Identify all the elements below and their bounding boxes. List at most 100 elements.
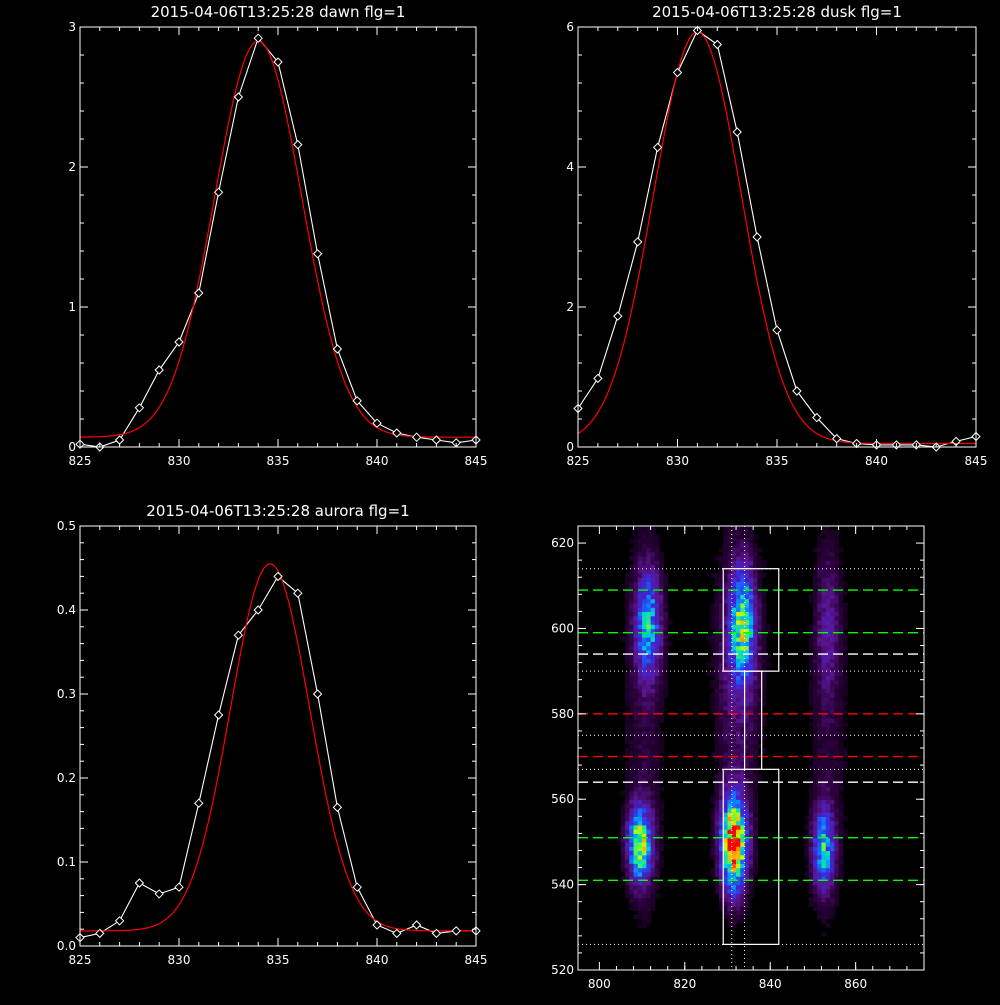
heatmap-cell — [731, 718, 737, 723]
heatmap-cell — [629, 829, 635, 834]
heatmap-cell — [838, 739, 844, 745]
heatmap-cell — [646, 683, 652, 689]
heatmap-cell — [736, 876, 741, 881]
heatmap-cell — [624, 581, 630, 587]
heatmap-cell — [714, 803, 720, 809]
heatmap-cell — [654, 662, 660, 668]
heatmap-cell — [633, 641, 639, 647]
heatmap-cell — [825, 923, 831, 928]
heatmap-cell — [740, 637, 746, 642]
heatmap-cell — [620, 812, 626, 817]
heatmap-cell — [727, 854, 733, 860]
heatmap-cell — [710, 654, 716, 659]
heatmap-cell — [710, 692, 716, 698]
heatmap-cell — [659, 619, 665, 625]
heatmap-cell — [834, 812, 840, 817]
heatmap-cell — [629, 841, 635, 847]
heatmap-cell — [817, 824, 823, 830]
heatmap-cell — [629, 888, 635, 894]
heatmap-cell — [744, 730, 750, 736]
heatmap-cell — [838, 743, 844, 749]
heatmap-cell — [757, 671, 763, 677]
heatmap-cell — [654, 790, 660, 796]
heatmap-cell — [727, 590, 733, 595]
heatmap-cell — [650, 594, 656, 600]
heatmap-cell — [748, 585, 754, 591]
heatmap-cell — [642, 833, 647, 839]
heatmap-cell — [736, 884, 741, 890]
heatmap-cell — [761, 619, 767, 625]
heatmap-cell — [650, 654, 656, 659]
heatmap-cell — [620, 876, 626, 881]
heatmap-cell — [727, 782, 733, 788]
heatmap-cell — [624, 829, 630, 834]
heatmap-cell — [838, 658, 844, 664]
heatmap-cell — [736, 799, 741, 805]
heatmap-cell — [624, 841, 630, 847]
heatmap-cell — [748, 820, 754, 826]
heatmap-cell — [650, 666, 656, 672]
heatmap-cell — [650, 867, 656, 873]
heatmap-cell — [659, 637, 665, 642]
heatmap-cell — [642, 773, 647, 779]
heatmap-cell — [808, 765, 814, 770]
heatmap-cell — [830, 538, 835, 544]
gaussian-fit-line — [577, 31, 976, 445]
heatmap-cell — [740, 654, 746, 659]
heatmap-cell — [731, 769, 737, 775]
heatmap-cell — [642, 803, 647, 809]
heatmap-cell — [727, 888, 733, 894]
heatmap-cell — [718, 820, 724, 826]
heatmap-cell — [714, 701, 720, 706]
heatmap-cell — [650, 585, 656, 591]
heatmap-cell — [830, 581, 835, 587]
heatmap-cell — [646, 782, 652, 788]
heatmap-cell — [753, 765, 759, 770]
heatmap-cell — [830, 645, 835, 651]
heatmap-cell — [736, 615, 741, 621]
heatmap-cell — [624, 893, 630, 899]
heatmap-cell — [731, 743, 737, 749]
heatmap-cell — [812, 637, 818, 642]
heatmap-cell — [834, 752, 840, 758]
heatmap-cell — [663, 619, 669, 625]
heatmap-cell — [646, 585, 652, 591]
heatmap-cell — [659, 628, 665, 634]
axis-ticks — [79, 525, 477, 947]
heatmap-cell — [629, 760, 635, 766]
heatmap-cell — [736, 671, 741, 677]
heatmap-cell — [830, 632, 835, 638]
heatmap-cell — [718, 594, 724, 600]
heatmap-cell — [808, 696, 814, 702]
heatmap-cell — [633, 871, 639, 877]
heatmap-cell — [727, 863, 733, 869]
data-point-marker — [372, 418, 382, 428]
heatmap-cell — [808, 701, 814, 706]
heatmap-cell — [761, 645, 767, 651]
heatmap-cell — [624, 871, 630, 877]
heatmap-cell — [624, 624, 630, 630]
heatmap-cell — [761, 683, 767, 689]
heatmap-cell — [642, 564, 647, 570]
heatmap-cell — [654, 863, 660, 869]
heatmap-cell — [825, 765, 831, 770]
heatmap-cell — [821, 765, 827, 770]
heatmap-cell — [710, 841, 716, 847]
heatmap-cell — [753, 551, 759, 557]
heatmap-cell — [629, 773, 635, 779]
heatmap-cell — [629, 824, 635, 830]
heatmap-cell — [646, 867, 652, 873]
y-tick-label: 620 — [551, 536, 574, 550]
heatmap-cell — [761, 718, 767, 723]
heatmap-cell — [744, 803, 750, 809]
heatmap-cell — [633, 841, 639, 847]
heatmap-cell — [748, 555, 754, 561]
heatmap-cell — [761, 560, 767, 566]
heatmap-cell — [650, 799, 656, 805]
heatmap-cell — [646, 632, 652, 638]
heatmap-cell — [812, 581, 818, 587]
heatmap-cell — [654, 598, 660, 604]
heatmap-cell — [830, 846, 835, 852]
heatmap-cell — [731, 824, 737, 830]
heatmap-cell — [654, 645, 660, 651]
